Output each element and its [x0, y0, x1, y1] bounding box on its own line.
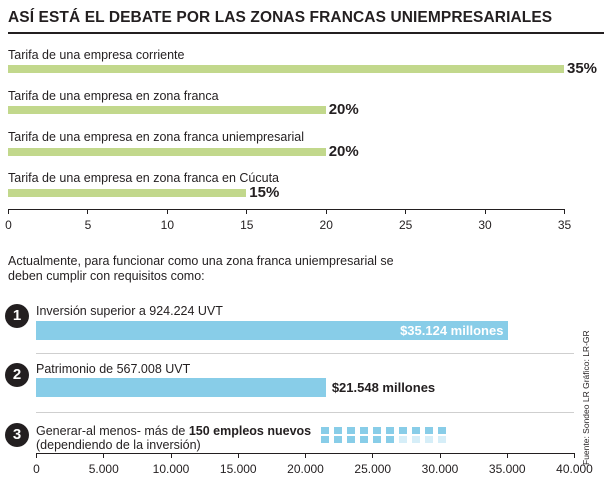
- employee-cell: [334, 427, 342, 434]
- employee-grid-icon: [321, 427, 451, 445]
- employee-cell: [438, 427, 446, 434]
- x-tick-label: 15.000: [219, 462, 257, 476]
- rate-value-label: 35%: [567, 60, 598, 77]
- bar-label: Tarifa de una empresa corriente: [8, 48, 185, 62]
- x-tick: [325, 209, 327, 214]
- chart-title: ASÍ ESTÁ EL DEBATE POR LAS ZONAS FRANCAS…: [8, 9, 553, 26]
- x-tick: [305, 453, 306, 458]
- employee-cell: [321, 436, 329, 443]
- x-tick-label: 35.000: [488, 462, 526, 476]
- x-tick: [372, 453, 374, 458]
- employee-cell: [334, 436, 342, 443]
- step-number-badge: 1: [5, 304, 29, 328]
- x-tick: [8, 209, 9, 214]
- x-tick-label: 30.000: [421, 462, 459, 476]
- employee-cell: [425, 427, 433, 434]
- employee-cell: [373, 427, 381, 434]
- requirement-label: Generar-al menos- más de 150 empleos nue…: [36, 424, 311, 439]
- employee-cell: [373, 436, 381, 443]
- employee-cell: [399, 436, 407, 443]
- x-tick-label: 10.000: [152, 462, 190, 476]
- x-tick-label: 35: [557, 218, 572, 232]
- x-tick: [439, 453, 441, 458]
- x-tick: [506, 453, 508, 458]
- step-number-badge: 2: [5, 363, 29, 387]
- x-tick-label: 0: [33, 462, 40, 476]
- requirement-label-line2: (dependiendo de la inversión): [36, 438, 201, 452]
- x-tick: [484, 209, 486, 214]
- x-tick-label: 20.000: [287, 462, 324, 476]
- x-tick: [405, 209, 407, 214]
- x-tick: [170, 453, 172, 458]
- employee-cell: [399, 427, 407, 434]
- employee-cell: [438, 436, 446, 443]
- x-tick-label: 0: [5, 218, 12, 232]
- equity-value-label: $21.548 millones: [331, 380, 436, 395]
- employee-cell: [360, 427, 368, 434]
- requirement-label: Patrimonio de 567.008 UVT: [36, 362, 191, 376]
- rate-value-label: 20%: [328, 143, 359, 160]
- rate-bar: [8, 65, 564, 73]
- x-axis: [8, 209, 565, 210]
- bar-label: Tarifa de una empresa en zona franca en …: [8, 171, 280, 185]
- row-divider: [36, 353, 574, 354]
- x-tick-label: 40.000: [556, 462, 593, 476]
- x-tick: [564, 209, 565, 214]
- employee-cell: [386, 427, 394, 434]
- x-tick-label: 10: [160, 218, 175, 232]
- x-tick-label: 5.000: [88, 462, 119, 476]
- bar-label: Tarifa de una empresa en zona franca uni…: [8, 130, 305, 144]
- employee-cell: [412, 427, 420, 434]
- row-divider: [36, 412, 574, 413]
- x-tick: [166, 209, 168, 214]
- employee-cell: [347, 436, 355, 443]
- x-tick: [36, 453, 37, 458]
- x-tick-label: 25.000: [354, 462, 392, 476]
- bar-label: Tarifa de una empresa en zona franca: [8, 89, 219, 103]
- title-divider: [8, 32, 604, 34]
- investment-value-label: $35.124 millones: [400, 323, 504, 338]
- employee-cell: [412, 436, 420, 443]
- requirement-label: Inversión superior a 924.224 UVT: [36, 304, 223, 318]
- x-tick: [246, 209, 248, 214]
- x-tick-label: 15: [240, 218, 254, 232]
- requirements-intro: Actualmente, para funcionar como una zon…: [8, 254, 394, 283]
- rate-bar: [8, 189, 247, 197]
- rate-value-label: 20%: [328, 101, 359, 118]
- x-tick-label: 5: [84, 218, 92, 232]
- step-number-badge: 3: [5, 423, 29, 447]
- requirement-label-emphasis: 150 empleos nuevos: [188, 424, 312, 438]
- x-tick-label: 30: [478, 218, 492, 232]
- employee-cell: [321, 427, 329, 434]
- rate-bar: [8, 106, 326, 114]
- investment-bar: [36, 321, 509, 340]
- x-tick-label: 20: [319, 218, 333, 232]
- x-tick: [237, 453, 239, 458]
- rate-value-label: 15%: [249, 184, 280, 201]
- x-tick: [103, 453, 105, 458]
- x-tick: [574, 453, 575, 458]
- rate-bar: [8, 148, 326, 156]
- source-credit: Fuente: Sondeo LR Gráfico: LR-GR: [581, 330, 591, 465]
- employee-cell: [386, 436, 394, 443]
- equity-bar: [36, 378, 326, 397]
- employee-cell: [360, 436, 368, 443]
- requirement-label-text: Generar-al menos- más de: [36, 424, 189, 438]
- x-tick-label: 25: [398, 218, 413, 232]
- employee-cell: [347, 427, 355, 434]
- employee-cell: [425, 436, 433, 443]
- x-tick: [87, 209, 89, 214]
